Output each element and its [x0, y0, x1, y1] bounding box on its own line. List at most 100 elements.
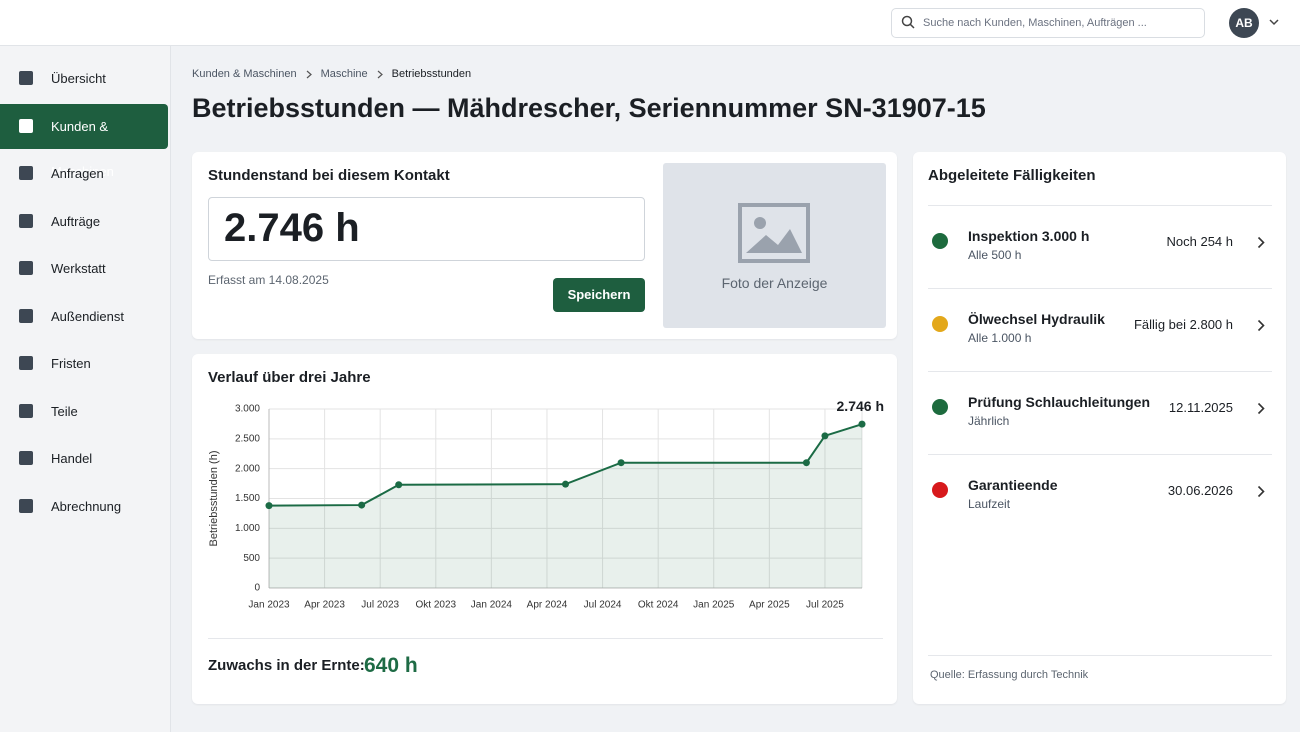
due-title[interactable]: Inspektion 3.000 h [968, 228, 1090, 244]
nav-label: Aufträge [51, 213, 101, 229]
due-subtitle: Laufzeit [968, 497, 1011, 511]
source-note: Quelle: Erfassung durch Technik [930, 669, 1089, 681]
crumb-separator [377, 70, 383, 79]
nav-item[interactable]: Außendienst [0, 294, 168, 339]
breadcrumb: Kunden & Maschinen Maschine Betriebsstunde… [192, 68, 471, 80]
nav-label: Außendienst [51, 308, 124, 324]
x-tick-label: Apr 2024 [527, 600, 568, 611]
status-dot [932, 233, 948, 249]
chevron-right[interactable] [1257, 319, 1265, 332]
nav-label: Teile [51, 403, 78, 419]
x-tick-label: Jan 2023 [248, 600, 290, 611]
page-title: Betriebsstunden — Mähdrescher, Seriennum… [192, 93, 986, 123]
due-subtitle: Jährlich [968, 414, 1010, 428]
due-subtitle: Alle 500 h [968, 248, 1022, 262]
x-tick-label: Apr 2023 [304, 600, 345, 611]
crumb: Betriebsstunden [391, 68, 472, 81]
y-tick-label: 3.000 [235, 404, 260, 415]
divider [208, 638, 883, 639]
nav-label: Kunden & Maschinen [51, 118, 114, 179]
top-bar [0, 0, 1300, 46]
line [268, 423, 863, 507]
crumb-separator [306, 70, 312, 79]
nav-icon [19, 166, 33, 180]
sidebar: Übersicht Kunden & Maschinen Anfragen Auftr… [0, 46, 171, 732]
nav-item[interactable]: Fristen [0, 341, 168, 386]
search-box[interactable]: Suche nach Kunden, Maschinen, Aufträgen … [891, 8, 1205, 38]
nav-item[interactable]: Teile [0, 389, 168, 434]
point [358, 501, 366, 509]
nav-item[interactable]: Anfragen [0, 151, 168, 196]
nav-icon [19, 356, 33, 370]
x-tick-label: Jul 2023 [361, 600, 399, 611]
y-tick-label: 2.500 [235, 433, 260, 444]
nav-label: Fristen [51, 356, 91, 371]
point [265, 502, 273, 510]
status-dot [932, 399, 948, 415]
chart: 0 500 1.000 1.500 2.000 2.500 3.000 Jan 2023 Apr… [208, 398, 884, 611]
nav-item[interactable]: Kunden & Maschinen [0, 103, 168, 179]
nav-item[interactable]: Aufträge [0, 199, 168, 244]
card-heading: Abgeleitete Fälligkeiten [928, 167, 1096, 184]
point [617, 459, 625, 467]
point [858, 420, 866, 428]
x-tick-label: Okt 2023 [415, 600, 456, 611]
dues-card [913, 152, 1286, 704]
due-status: 12.11.2025 [1168, 400, 1233, 415]
divider [928, 454, 1272, 455]
nav-icon [19, 498, 33, 513]
nav-icon [19, 213, 33, 228]
divider [928, 655, 1272, 656]
point [395, 481, 403, 489]
chart-card [192, 354, 897, 704]
growth-value: 640 h [364, 654, 418, 677]
crumb[interactable]: Kunden & Maschinen [192, 68, 297, 81]
reading-input[interactable]: 2.746 h [208, 197, 645, 261]
avatar[interactable]: AB [1229, 8, 1259, 38]
nav-item[interactable]: Abrechnung [0, 484, 168, 529]
image-icon [738, 203, 810, 263]
growth-label: Zuwachs in der Ernte: [208, 657, 365, 674]
card-heading: Verlauf über drei Jahre [208, 369, 371, 386]
card-heading: Stundenstand bei diesem Kontakt [208, 167, 450, 184]
due-title[interactable]: Prüfung Schlauchleitungen [968, 394, 1151, 410]
nav-item[interactable]: Handel [0, 436, 168, 481]
point [562, 480, 569, 488]
point [821, 432, 829, 440]
status-dot [932, 482, 948, 498]
nav-label: Werkstatt [51, 261, 106, 276]
due-title[interactable]: Garantieende [968, 477, 1058, 493]
nav-icon [19, 308, 33, 323]
nav-item[interactable]: Werkstatt [0, 246, 168, 291]
nav-item[interactable]: Übersicht [0, 56, 168, 101]
data-label: 2.746 h [837, 398, 884, 414]
point [802, 459, 810, 467]
y-tick-label: 0 [254, 583, 260, 594]
photo-label: Foto der Anzeige [721, 275, 828, 291]
save-button[interactable]: Speichern [553, 278, 645, 312]
nav-label: Handel [51, 451, 93, 466]
divider [928, 371, 1272, 372]
chevron-right[interactable] [1257, 485, 1265, 498]
due-subtitle: Alle 1.000 h [968, 331, 1032, 345]
y-tick-label: 500 [243, 553, 260, 564]
captured-date: Erfasst am 14.08.2025 [208, 273, 329, 287]
x-tick-label: Apr 2025 [749, 600, 790, 611]
chevron-down[interactable] [1268, 18, 1280, 28]
nav-label: Anfragen [51, 166, 104, 181]
y-tick-label: 1.000 [235, 523, 260, 534]
y-tick-label: 1.500 [235, 493, 260, 504]
due-title[interactable]: Ölwechsel Hydraulik [968, 311, 1105, 327]
x-tick-label: Jul 2024 [584, 600, 622, 611]
divider [928, 205, 1272, 206]
chevron-right[interactable] [1257, 236, 1265, 249]
area [269, 424, 862, 588]
crumb[interactable]: Maschine [320, 68, 368, 81]
nav-icon [19, 403, 33, 418]
x-tick-label: Okt 2024 [638, 600, 679, 611]
x-tick-label: Jan 2025 [693, 600, 735, 611]
nav-icon [19, 71, 33, 85]
chevron-right[interactable] [1257, 402, 1265, 415]
